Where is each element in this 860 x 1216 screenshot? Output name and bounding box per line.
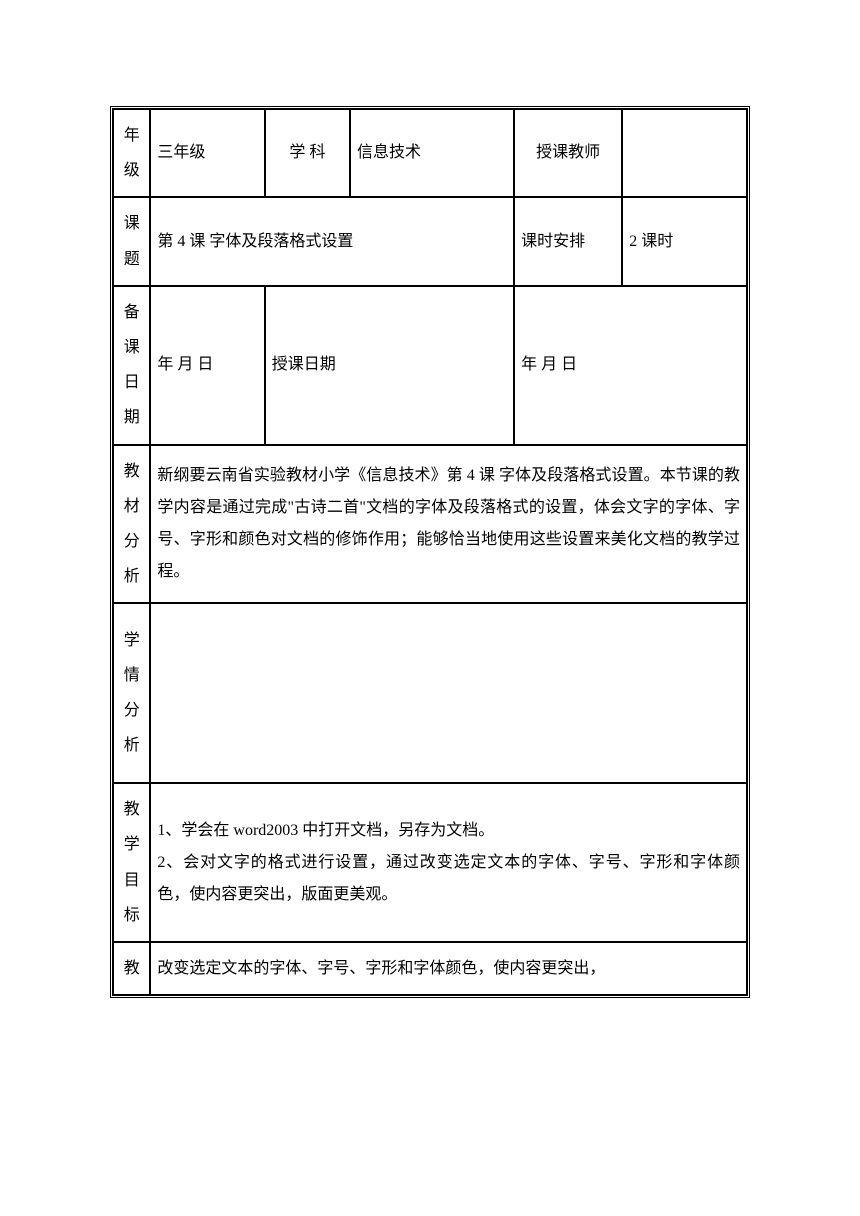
- subject-label: 学 科: [289, 144, 325, 161]
- student-analysis-label: 学情分析: [124, 623, 140, 764]
- prep-date-label-cell: 备课日期: [113, 286, 150, 445]
- teaching-key-row: 教 改变选定文本的字体、字号、字形和字体颜色，使内容更突出，: [113, 942, 747, 995]
- topic-label-cell: 课题: [113, 197, 150, 285]
- subject-label-cell: 学 科: [265, 109, 350, 197]
- teaching-goal-value-cell: 1、学会在 word2003 中打开文档，另存为文档。 2、会对文字的格式进行设…: [150, 783, 747, 942]
- teaching-key-label: 教: [124, 951, 140, 986]
- material-analysis-label-cell: 教材分析: [113, 445, 150, 604]
- teacher-label-cell: 授课教师: [514, 109, 622, 197]
- teaching-goal-label: 教学目标: [124, 792, 140, 933]
- material-analysis-row: 教材分析 新纲要云南省实验教材小学《信息技术》第 4 课 字体及段落格式设置。本…: [113, 445, 747, 604]
- teaching-goal-label-cell: 教学目标: [113, 783, 150, 942]
- teaching-key-value-cell: 改变选定文本的字体、字号、字形和字体颜色，使内容更突出，: [150, 942, 747, 995]
- teaching-goal-value: 1、学会在 word2003 中打开文档，另存为文档。 2、会对文字的格式进行设…: [157, 822, 740, 903]
- topic-label: 课题: [124, 206, 140, 276]
- material-analysis-value: 新纲要云南省实验教材小学《信息技术》第 4 课 字体及段落格式设置。本节课的教学…: [157, 467, 740, 580]
- teaching-key-label-cell: 教: [113, 942, 150, 995]
- subject-value-cell: 信息技术: [350, 109, 514, 197]
- prep-date-value: 年 月 日: [157, 356, 213, 373]
- schedule-value: 2 课时: [629, 233, 673, 250]
- grade-value: 三年级: [157, 144, 205, 161]
- teach-date-value-cell: 年 月 日: [514, 286, 747, 445]
- teaching-key-value: 改变选定文本的字体、字号、字形和字体颜色，使内容更突出，: [157, 960, 605, 977]
- teach-date-label: 授课日期: [272, 356, 336, 373]
- student-analysis-value-cell: [150, 603, 747, 783]
- subject-value: 信息技术: [357, 144, 421, 161]
- teacher-value-cell: [622, 109, 747, 197]
- header-row: 年级 三年级 学 科 信息技术 授课教师: [113, 109, 747, 197]
- grade-label-cell: 年级: [113, 109, 150, 197]
- material-analysis-label: 教材分析: [124, 454, 140, 595]
- student-analysis-row: 学情分析: [113, 603, 747, 783]
- dates-row: 备课日期 年 月 日 授课日期 年 月 日: [113, 286, 747, 445]
- prep-date-value-cell: 年 月 日: [150, 286, 264, 445]
- schedule-label: 课时安排: [521, 233, 585, 250]
- topic-row: 课题 第 4 课 字体及段落格式设置 课时安排 2 课时: [113, 197, 747, 285]
- teach-date-label-cell: 授课日期: [265, 286, 514, 445]
- material-analysis-value-cell: 新纲要云南省实验教材小学《信息技术》第 4 课 字体及段落格式设置。本节课的教学…: [150, 445, 747, 604]
- prep-date-label: 备课日期: [124, 295, 140, 436]
- student-analysis-label-cell: 学情分析: [113, 603, 150, 783]
- teacher-label: 授课教师: [536, 144, 600, 161]
- schedule-value-cell: 2 课时: [622, 197, 747, 285]
- teach-date-value: 年 月 日: [521, 356, 577, 373]
- schedule-label-cell: 课时安排: [514, 197, 622, 285]
- topic-value-cell: 第 4 课 字体及段落格式设置: [150, 197, 514, 285]
- grade-value-cell: 三年级: [150, 109, 264, 197]
- lesson-plan-table: 年级 三年级 学 科 信息技术 授课教师 课题 第 4 课 字体及段落格式设置 …: [110, 106, 750, 998]
- grade-label: 年级: [124, 118, 140, 188]
- teaching-goal-row: 教学目标 1、学会在 word2003 中打开文档，另存为文档。 2、会对文字的…: [113, 783, 747, 942]
- topic-value: 第 4 课 字体及段落格式设置: [157, 233, 353, 250]
